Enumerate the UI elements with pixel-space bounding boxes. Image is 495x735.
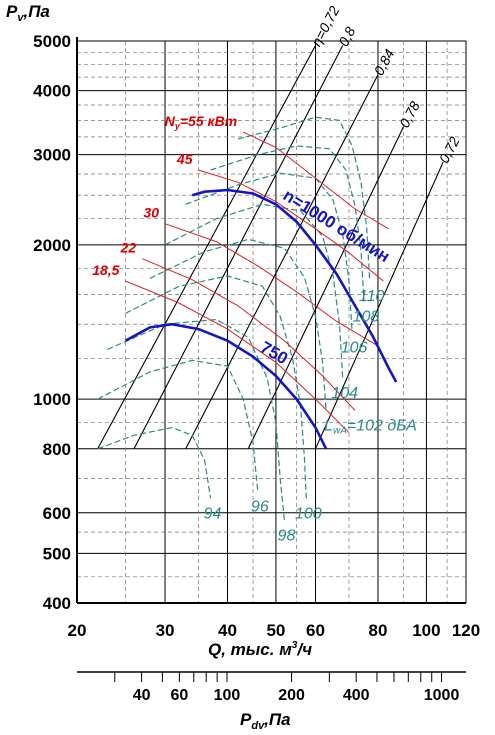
y-tick-label: 600: [43, 504, 71, 523]
y-tick-label: 4000: [33, 82, 71, 101]
noise-label: 106: [341, 339, 368, 356]
x-tick-label: 120: [452, 621, 480, 640]
noise-label: 108: [353, 309, 380, 326]
noise-curve: [97, 359, 259, 492]
x-axis-title: Q, тыс. м3/ч: [208, 640, 312, 659]
x2-tick-label: 60: [170, 687, 188, 704]
y-tick-label: 5000: [33, 32, 71, 51]
noise-curve: [125, 275, 307, 499]
y-tick-label: 2000: [33, 236, 71, 255]
efficiency-lines: [97, 45, 444, 450]
speed-curve: [124, 322, 328, 450]
noise-label: 96: [251, 499, 269, 516]
noise-curve: [164, 203, 344, 378]
noise-curve: [237, 116, 371, 282]
power-curves: [125, 131, 389, 434]
x2-tick-label: 40: [133, 687, 151, 704]
power-label: 22: [120, 240, 137, 256]
x-tick-label: 30: [156, 621, 175, 640]
power-label: Nу=55 кВт: [165, 113, 237, 131]
y-tick-label: 400: [43, 594, 71, 613]
noise-label: 104: [331, 385, 358, 402]
noise-curves: [97, 116, 371, 521]
noise-curve: [149, 238, 327, 411]
x2-tick-label: 200: [278, 687, 305, 704]
noise-curve: [185, 172, 353, 333]
speed-curve: [191, 188, 398, 383]
power-label: 18,5: [92, 262, 119, 278]
efficiency-line: [247, 126, 404, 450]
y-tick-label: 800: [43, 440, 71, 459]
y-tick-label: 500: [43, 544, 71, 563]
efficiency-label: 0,72: [436, 134, 463, 166]
x-tick-label: 100: [412, 621, 440, 640]
noise-curve: [97, 426, 212, 499]
power-curve: [164, 223, 379, 347]
efficiency-label: 0,84: [370, 46, 397, 78]
x-tick-label: 60: [306, 621, 325, 640]
noise-curve: [107, 318, 285, 521]
x-tick-label: 40: [218, 621, 237, 640]
x2-tick-label: 1000: [424, 687, 460, 704]
x2-tick-label: 400: [343, 687, 370, 704]
x-tick-label: 80: [369, 621, 388, 640]
power-curve: [242, 131, 389, 230]
y-axis-title: Pv,Па: [6, 2, 50, 24]
y-tick-label: 3000: [33, 146, 71, 165]
x-tick-label: 20: [68, 621, 87, 640]
power-label: 30: [143, 205, 159, 221]
efficiency-line: [314, 161, 444, 450]
axes: 400 500 600 800 1000 2000 3000 4000 5000 20 30 40 50…: [33, 32, 480, 704]
efficiency-line: [133, 45, 344, 450]
x-tick-label: 50: [266, 621, 285, 640]
power-curve: [125, 280, 350, 434]
efficiency-line: [97, 45, 316, 450]
power-curve: [198, 169, 384, 282]
y-tick-label: 1000: [33, 390, 71, 409]
power-label: 45: [176, 151, 193, 167]
noise-label: 100: [295, 505, 322, 522]
noise-label: LwA=102 дБА: [324, 418, 417, 437]
efficiency-label: 0,78: [396, 98, 423, 130]
speed-curves: [124, 188, 398, 450]
noise-label: 110: [359, 288, 385, 305]
efficiency-line: [185, 74, 379, 450]
noise-label: 98: [278, 527, 296, 544]
noise-curve: [210, 145, 365, 302]
noise-label: 94: [204, 505, 222, 522]
power-curve: [142, 258, 356, 411]
efficiency-label: 0,8: [335, 24, 358, 49]
x2-axis-title: Pdv,Па: [240, 710, 291, 732]
x2-tick-label: 100: [214, 687, 241, 704]
